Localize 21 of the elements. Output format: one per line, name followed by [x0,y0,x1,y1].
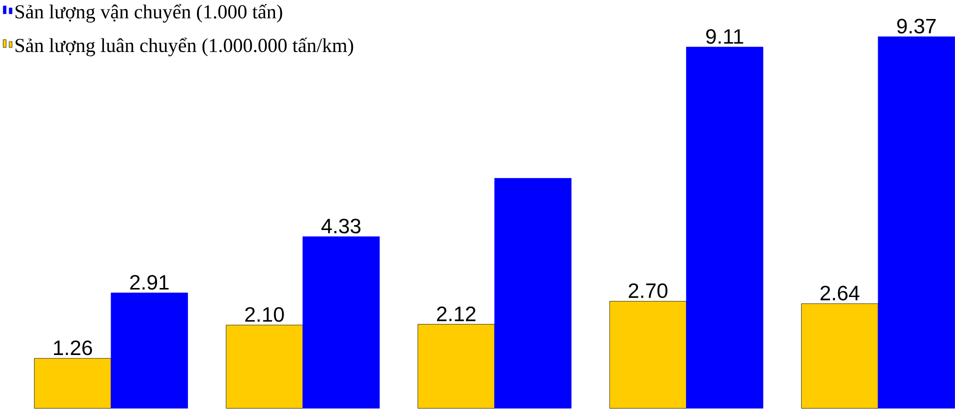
bar [609,301,687,409]
bar [418,324,495,409]
data-label: 2.64 [820,286,860,301]
bar [110,292,188,409]
data-label: 2.91 [130,275,169,290]
bar [494,178,572,409]
legend-label: Sản lượng luân chuyển (1.000.000 tấn/km) [16,38,354,56]
bar [686,47,764,409]
bar [302,236,380,409]
data-label: 2.10 [245,307,284,322]
data-label: 4.33 [321,218,360,234]
bar [801,304,878,409]
data-label: 2.70 [628,284,668,298]
bar [226,325,303,409]
data-label: 1.26 [54,340,92,356]
legend-label: Sản lượng vận chuyển (1.000 tấn) [16,4,282,23]
bar [34,358,112,409]
bar [878,36,955,409]
data-label: 9.37 [897,19,936,34]
data-label: 2.12 [437,306,476,322]
data-label: 9.11 [706,29,744,44]
